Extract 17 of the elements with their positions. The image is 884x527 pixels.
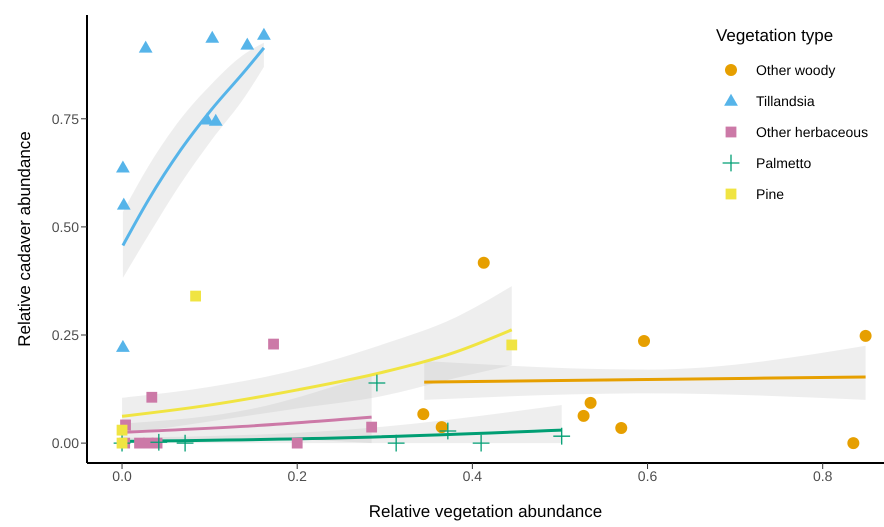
x-tick-label: 0.8 [812, 468, 833, 484]
legend-label: Other woody [756, 62, 836, 78]
legend-label: Other herbaceous [756, 124, 868, 140]
x-tick-label: 0.6 [638, 468, 658, 484]
y-tick-label: 0.00 [52, 435, 80, 452]
legend-title: Vegetation type [716, 26, 834, 46]
x-tick-label: 0.4 [462, 468, 482, 484]
y-tick-label: 0.25 [52, 326, 80, 343]
x-tick-label: 0.2 [287, 468, 308, 484]
x-axis-title: Relative vegetation abundance [368, 502, 602, 521]
y-tick-label: 0.50 [52, 218, 80, 235]
x-tick-label: 0.0 [112, 468, 132, 484]
y-tick-label: 0.75 [52, 110, 80, 127]
y-axis-title: Relative cadaver abundance [15, 131, 34, 347]
legend-label: Tillandsia [756, 92, 815, 108]
legend-label: Palmetto [756, 154, 812, 170]
legend-label: Pine [756, 186, 784, 202]
